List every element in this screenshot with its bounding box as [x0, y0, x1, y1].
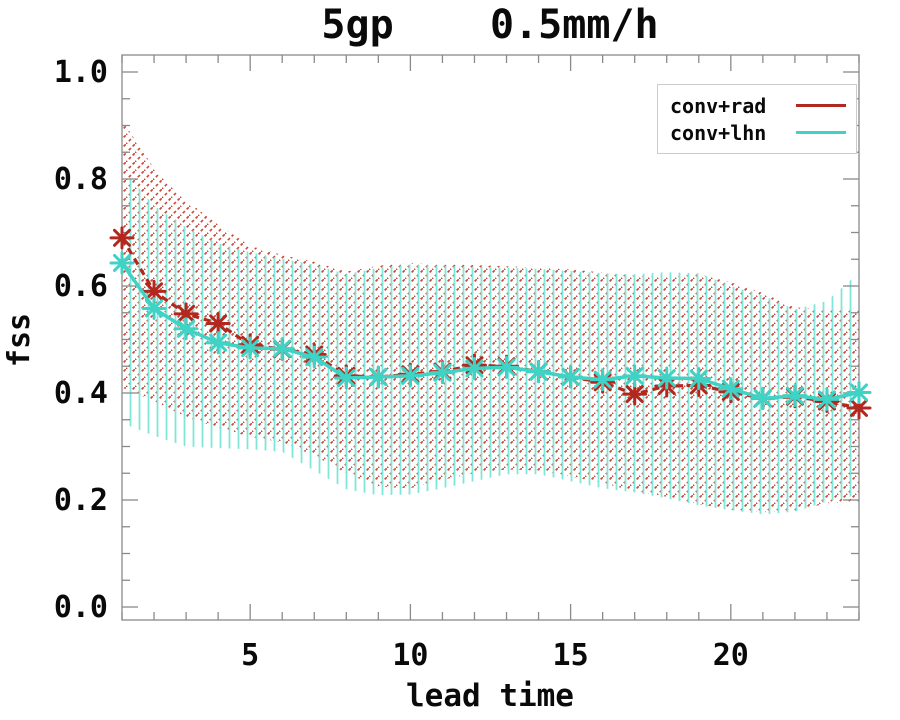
marker-conv-lhn	[558, 365, 584, 389]
marker-conv-lhn	[205, 331, 231, 355]
marker-conv-lhn	[494, 355, 520, 379]
marker-conv-lhn	[782, 384, 808, 408]
marker-conv-lhn	[109, 251, 135, 275]
marker-conv-lhn	[365, 365, 391, 389]
marker-conv-lhn	[846, 380, 872, 404]
marker-conv-lhn	[526, 360, 552, 384]
y-tick-label: 1.0	[54, 55, 108, 90]
y-tick-label: 0.0	[54, 590, 108, 625]
marker-conv-lhn	[173, 317, 199, 341]
marker-conv-lhn	[718, 377, 744, 401]
x-tick-label: 15	[553, 638, 589, 673]
marker-conv-lhn	[397, 364, 423, 388]
marker-conv-lhn	[461, 356, 487, 380]
y-tick-label: 0.4	[54, 376, 108, 411]
markers-conv-lhn	[109, 251, 872, 411]
marker-conv-lhn	[654, 366, 680, 390]
tick-labels: 5 10 15 20 0.0 0.2 0.4 0.6 0.8 1.0	[54, 55, 749, 673]
marker-conv-lhn	[622, 364, 648, 388]
x-tick-label: 5	[241, 638, 259, 673]
marker-conv-lhn	[814, 387, 840, 411]
band-conv-lhn	[122, 168, 859, 515]
axis-ticks	[121, 55, 860, 620]
marker-conv-lhn	[237, 336, 263, 360]
marker-conv-lhn	[686, 367, 712, 391]
plot-frame	[121, 54, 860, 621]
y-tick-label: 0.8	[54, 162, 108, 197]
marker-conv-lhn	[429, 361, 455, 385]
legend-item-conv-lhn: conv+lhn	[670, 119, 846, 146]
marker-conv-rad	[109, 226, 135, 250]
x-tick-label: 10	[392, 638, 428, 673]
y-tick-label: 0.6	[54, 269, 108, 304]
y-axis-label: fss	[2, 312, 37, 368]
marker-conv-lhn	[590, 368, 616, 392]
x-axis-label: lead time	[406, 678, 574, 714]
chart-title: 5gp 0.5mm/h	[321, 2, 659, 48]
legend: conv+rad conv+lhn	[657, 84, 857, 154]
legend-line-swatch-conv-lhn	[796, 131, 846, 134]
legend-line-swatch-conv-rad	[796, 104, 846, 107]
marker-conv-rad	[622, 382, 648, 406]
marker-conv-lhn	[750, 386, 776, 410]
legend-label-conv-lhn: conv+lhn	[670, 120, 767, 145]
marker-conv-lhn	[269, 337, 295, 361]
x-tick-label: 20	[713, 638, 749, 673]
marker-conv-lhn	[333, 366, 359, 390]
marker-conv-rad	[205, 311, 231, 335]
legend-label-conv-rad: conv+rad	[670, 93, 767, 118]
marker-conv-lhn	[141, 296, 167, 320]
legend-item-conv-rad: conv+rad	[670, 92, 846, 119]
y-tick-label: 0.2	[54, 483, 108, 518]
marker-conv-lhn	[301, 345, 327, 369]
